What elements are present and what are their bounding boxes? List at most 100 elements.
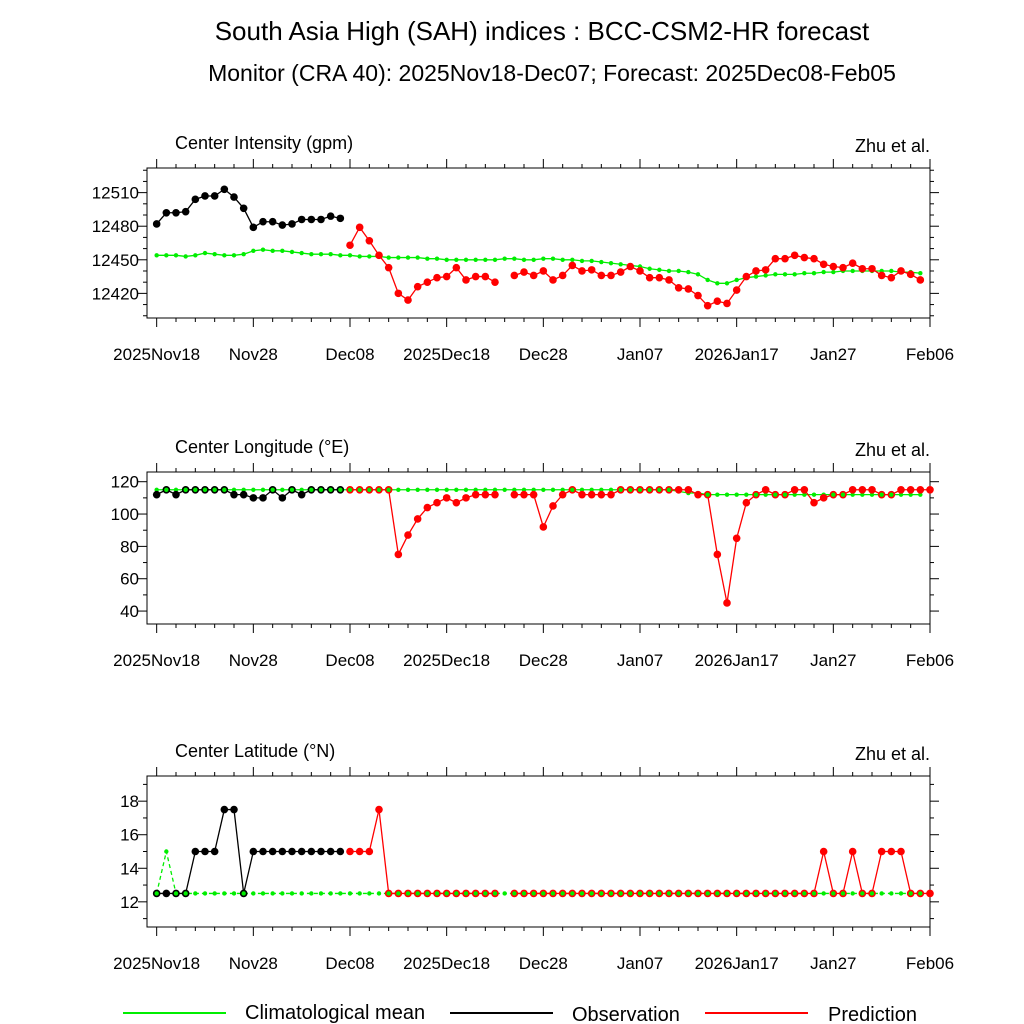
climatology-point [560,257,565,262]
overlap-point [724,891,730,896]
prediction-line [514,850,930,895]
observation-point [230,193,238,201]
overlap-point [521,891,527,896]
climatology-point [492,257,498,262]
overlap-point [840,492,846,497]
legend-clim-label: Climatological mean [245,1002,425,1024]
overlap-point [154,891,159,896]
overlap-point [753,891,759,896]
x-tick-label: Feb06 [906,954,954,973]
plot-frame [146,167,931,319]
overlap-point [637,487,643,492]
prediction-point [442,494,451,502]
observation-point [297,490,306,499]
overlap-point [483,891,488,896]
observation-point [278,494,287,502]
climatology-point [724,492,730,497]
y-tick-label: 40 [120,602,139,621]
climatology-point [212,891,217,896]
climatology-point [212,251,217,257]
legend: Climatological mean Observation Predicti… [123,1002,917,1024]
overlap-point [676,891,681,896]
overlap-point [357,487,362,492]
prediction-line [514,489,930,604]
panel-3: Center Latitude (°N) Zhu et al. 2025Nov18 N… [113,741,954,973]
overlap-point [753,492,759,497]
x-tick-label: 2026Jan17 [695,345,779,364]
prediction-point [558,490,567,499]
prediction-point [394,550,403,559]
overlap-point [744,891,749,896]
y-tick-label: 12510 [92,184,139,203]
climatology-point [773,272,778,277]
overlap-point [318,487,324,492]
overlap-point [782,492,788,497]
x-tick-label: 2025Nov18 [113,954,200,973]
overlap-point [782,891,788,896]
climatology-point [898,492,904,497]
observation-point [307,847,316,856]
climatology-point [802,271,807,276]
climatology-point [367,891,372,896]
prediction-point [674,283,683,292]
climatology-point [318,251,324,257]
climatology-point [260,891,266,896]
observation-point [162,208,171,217]
climatology-point [260,247,266,252]
climatology-point [647,266,652,271]
climatology-point [531,487,536,492]
observation-point [288,847,296,856]
x-tick-label: Jan27 [810,345,856,364]
prediction-point [732,534,741,543]
prediction-point [597,271,606,280]
prediction-point [462,494,470,502]
prediction-point [761,485,770,494]
climatology-point [347,253,353,258]
climatology-point [599,259,604,265]
panel-2: Center Longitude (°E) Zhu et al. 2025Nov18… [111,437,954,670]
observation-point [230,805,238,814]
prediction-point [713,297,722,306]
climatology-point [879,891,884,896]
legend-pred-label: Prediction [828,1004,917,1024]
overlap-point [666,891,672,896]
observation-point [162,889,171,898]
observation-point [249,847,258,856]
prediction-point [897,267,905,275]
prediction-point [442,272,451,281]
climatology-point [434,256,440,261]
climatology-point [454,257,459,262]
overlap-point [889,492,894,497]
climatology-point [763,273,768,278]
observation-point [191,195,200,204]
overlap-point [473,891,478,896]
climatology-point [734,492,739,497]
climatology-point [241,487,246,492]
climatology-point [444,257,449,262]
climatology-point [405,487,411,492]
climatology-point [425,487,430,492]
climatology-point [831,269,836,275]
observation-point [201,192,209,200]
climatology-point [251,248,256,254]
climatology-point [338,253,343,258]
climatology-point [396,487,401,492]
climatology-point [386,255,391,260]
x-tick-label: Dec08 [325,345,374,364]
climatology-point [260,487,266,492]
climatology-point [309,251,314,257]
overlap-point [860,891,865,896]
climatology-point [463,257,469,262]
overlap-point [212,487,217,492]
climatology-point [309,891,314,896]
climatology-point [541,487,546,492]
observation-point [172,490,180,499]
prediction-point [684,485,693,494]
prediction-point [858,485,867,494]
overlap-point [347,487,353,492]
prediction-point [481,490,490,499]
climatology-point [869,492,875,497]
prediction-point [781,254,789,263]
climatology-point [289,891,295,896]
observation-point [181,207,190,216]
